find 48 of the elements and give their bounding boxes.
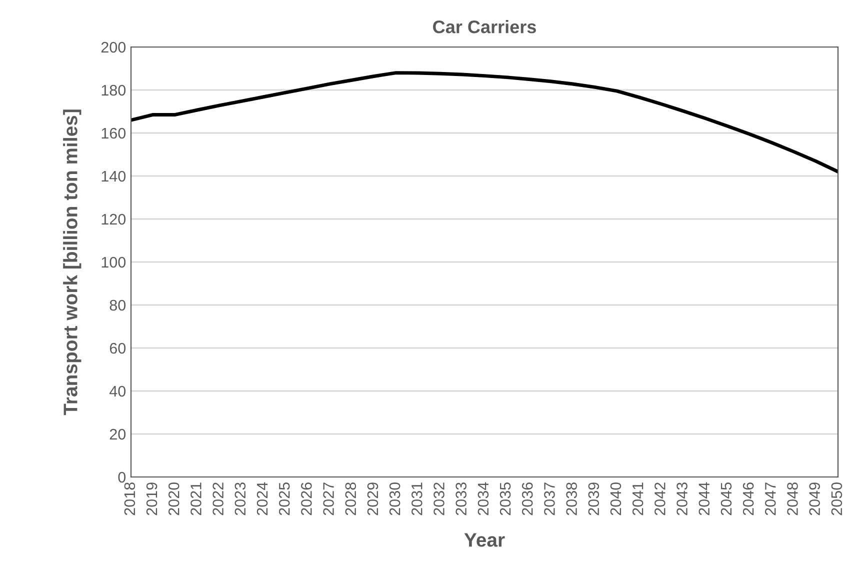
x-tick-label: 2020 [168,482,180,516]
x-axis-title: Year [464,533,505,547]
x-tick-label: 2029 [367,482,378,516]
y-tick-label: 0 [118,472,126,483]
x-tick-label: 2028 [345,482,356,516]
x-tick-label: 2018 [124,482,136,516]
x-tick-label: 2026 [301,482,312,516]
x-tick-label: 2025 [278,482,290,516]
y-tick-label: 160 [102,128,126,139]
x-tick-label: 2035 [500,482,511,516]
y-tick-label: 20 [110,428,126,440]
x-tick-label: 2032 [434,482,444,516]
x-tick-label: 2034 [478,482,489,516]
x-tick-label: 2036 [522,482,533,516]
y-axis-title: Transport work [billion ton miles] [63,110,82,416]
x-tick-label: 2040 [610,482,622,516]
y-tick-label: 60 [110,342,126,354]
line-series [131,71,838,174]
x-tick-label: 2037 [544,482,555,516]
x-tick-label: 2044 [698,482,710,516]
x-tick-label: 2038 [566,482,577,516]
x-tick-label: 2042 [654,482,666,516]
y-tick-label: 80 [110,300,126,311]
x-tick-label: 2043 [676,482,688,516]
y-tick-label: 40 [110,386,126,397]
chart-title: Car Carriers [433,20,536,34]
x-tick-label: 2021 [190,482,202,516]
x-tick-label: 2023 [234,482,246,516]
x-tick-label: 2046 [742,482,754,516]
x-tick-label: 2031 [412,482,422,516]
x-tick-label: 2047 [765,482,776,516]
x-tick-label: 2019 [146,482,158,516]
y-tick-label: 140 [102,170,126,182]
x-tick-label: 2033 [456,482,467,516]
x-tick-label: 2049 [809,482,820,516]
x-tick-label: 2024 [256,482,268,516]
x-tick-label: 2027 [323,482,334,516]
x-tick-label: 2022 [212,482,224,516]
y-tick-label: 200 [101,42,126,53]
x-tick-label: 2048 [787,482,798,516]
y-tick-label: 180 [102,84,126,96]
x-tick-label: 2050 [831,482,842,516]
y-tick-label: 100 [102,256,126,268]
x-tick-label: 2041 [632,482,644,516]
x-tick-label: 2030 [389,482,400,516]
x-tick-label: 2039 [588,482,600,516]
x-tick-label: 2045 [720,482,732,516]
y-tick-label: 120 [102,214,126,225]
